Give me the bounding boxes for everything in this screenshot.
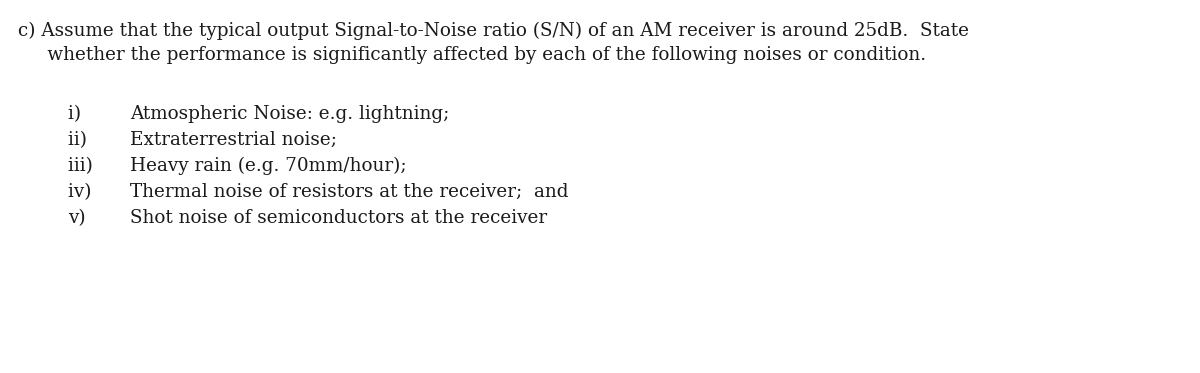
Text: v): v) (68, 209, 97, 227)
Text: Heavy rain (e.g. 70mm/hour);: Heavy rain (e.g. 70mm/hour); (130, 157, 407, 175)
Text: whether the performance is significantly affected by each of the following noise: whether the performance is significantly… (18, 46, 926, 64)
Text: iv): iv) (68, 183, 103, 201)
Text: i): i) (68, 105, 92, 123)
Text: Shot noise of semiconductors at the receiver: Shot noise of semiconductors at the rece… (130, 209, 547, 227)
Text: ii): ii) (68, 131, 98, 149)
Text: Extraterrestrial noise;: Extraterrestrial noise; (130, 131, 337, 149)
Text: iii): iii) (68, 157, 98, 175)
Text: Thermal noise of resistors at the receiver;  and: Thermal noise of resistors at the receiv… (130, 183, 569, 201)
Text: Atmospheric Noise: e.g. lightning;: Atmospheric Noise: e.g. lightning; (130, 105, 449, 123)
Text: c) Assume that the typical output Signal-to-Noise ratio (S/N) of an AM receiver : c) Assume that the typical output Signal… (18, 22, 970, 40)
